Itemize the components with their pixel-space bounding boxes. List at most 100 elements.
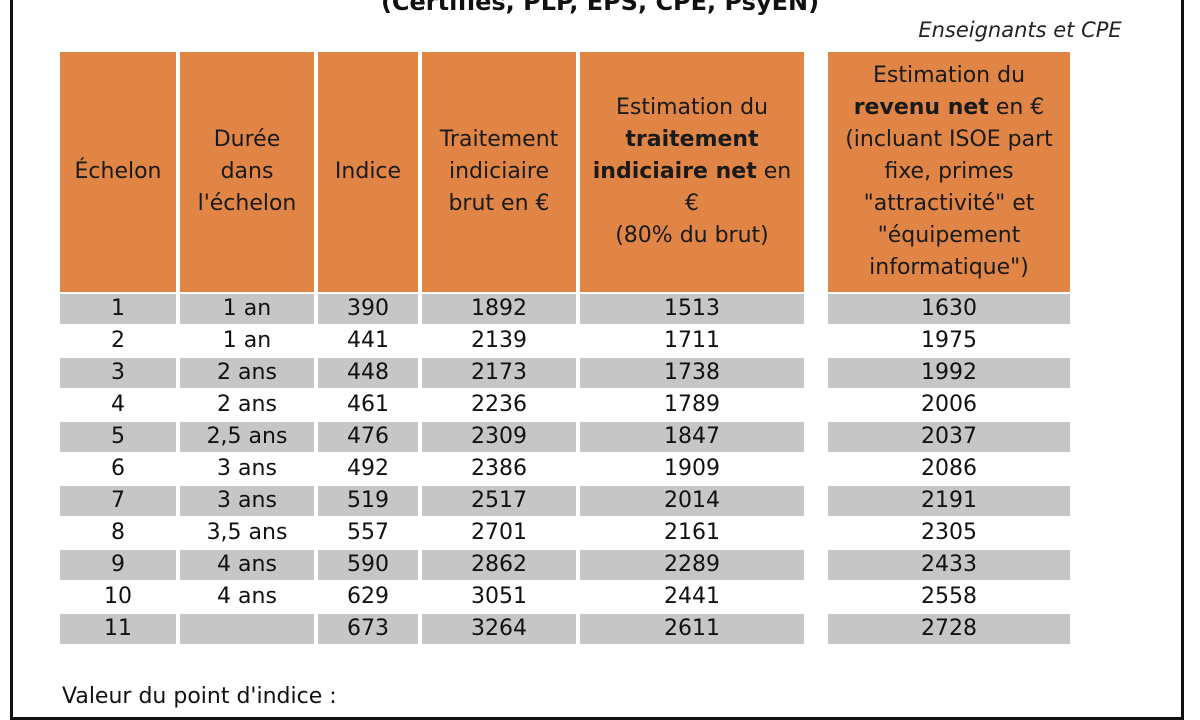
header-net: Estimation du traitement indiciaire net …	[580, 52, 804, 292]
table-row: 2 1 an 441 2139 1711 1975	[60, 326, 1070, 356]
cell-brut: 2701	[471, 520, 527, 545]
column-group-caption: Enseignants et CPE	[918, 18, 1122, 42]
header-indice-label: Indice	[334, 159, 402, 184]
cell-revenu: 2191	[828, 486, 1070, 516]
column-gap	[808, 326, 824, 356]
cell-indice: 629	[347, 584, 389, 609]
cell-duree: 1 an	[222, 328, 272, 353]
cell-net: 1847	[580, 422, 804, 452]
cell-brut: 1892	[422, 294, 576, 324]
header-duree-line: l'échelon	[197, 191, 297, 216]
cell-echelon: 11	[60, 614, 176, 644]
column-gap	[808, 518, 824, 548]
header-brut: Traitement indiciaire brut en €	[422, 52, 576, 292]
table-row: 5 2,5 ans 476 2309 1847 2037	[60, 422, 1070, 452]
cell-duree	[180, 614, 314, 644]
cell-duree: 1 an	[180, 294, 314, 324]
cell-echelon: 5	[60, 422, 176, 452]
cell-revenu: 1992	[828, 358, 1070, 388]
column-gap	[808, 294, 824, 324]
cell-net: 1513	[580, 294, 804, 324]
header-revenu-line: fixe, primes	[884, 159, 1014, 184]
cell-brut: 2173	[422, 358, 576, 388]
header-echelon-label: Échelon	[74, 159, 162, 184]
cell-brut: 2139	[471, 328, 527, 353]
header-brut-line: indiciaire	[448, 159, 550, 184]
cell-revenu: 2305	[921, 520, 977, 545]
cell-net: 2014	[580, 486, 804, 516]
header-brut-line: brut en €	[448, 191, 550, 216]
header-revenu-bold: revenu net	[853, 95, 989, 120]
cell-brut: 3051	[471, 584, 527, 609]
cell-revenu: 2558	[921, 584, 977, 609]
table-row: 8 3,5 ans 557 2701 2161 2305	[60, 518, 1070, 548]
cell-net: 1789	[664, 392, 720, 417]
header-duree-line: dans	[220, 159, 274, 184]
cell-indice: 673	[318, 614, 418, 644]
cell-echelon: 2	[111, 328, 125, 353]
header-revenu-line: Estimation du	[872, 63, 1026, 88]
column-gap	[808, 454, 824, 484]
cell-brut: 2236	[471, 392, 527, 417]
cell-duree: 3,5 ans	[206, 520, 288, 545]
cell-brut: 2386	[471, 456, 527, 481]
cell-revenu: 2433	[828, 550, 1070, 580]
table-row: 6 3 ans 492 2386 1909 2086	[60, 454, 1070, 484]
cell-echelon: 10	[104, 584, 132, 609]
header-net-suffix: en €	[685, 159, 792, 216]
cell-indice: 557	[347, 520, 389, 545]
column-gap	[808, 52, 824, 292]
cell-brut: 2862	[422, 550, 576, 580]
column-gap	[808, 614, 824, 644]
header-brut-line: Traitement	[439, 127, 559, 152]
cell-indice: 590	[318, 550, 418, 580]
cell-duree: 2 ans	[217, 392, 277, 417]
header-revenu-line: "attractivité" et	[863, 191, 1035, 216]
cell-echelon: 4	[111, 392, 125, 417]
cell-duree: 2,5 ans	[180, 422, 314, 452]
cell-indice: 492	[347, 456, 389, 481]
header-net-bold: indiciaire net	[592, 159, 757, 184]
header-revenu-line: informatique")	[869, 255, 1029, 280]
column-gap	[808, 486, 824, 516]
cell-net: 1909	[664, 456, 720, 481]
cell-revenu: 1630	[828, 294, 1070, 324]
column-gap	[808, 422, 824, 452]
cell-indice: 476	[318, 422, 418, 452]
cell-revenu: 2728	[828, 614, 1070, 644]
header-indice: Indice	[318, 52, 418, 292]
footnote: Valeur du point d'indice :	[62, 684, 337, 709]
header-echelon: Échelon	[60, 52, 176, 292]
header-revenu-line: "équipement	[877, 223, 1021, 248]
column-gap	[808, 550, 824, 580]
header-revenu: Estimation du revenu net en € (incluant …	[828, 52, 1070, 292]
cell-duree: 3 ans	[180, 486, 314, 516]
table-row: 4 2 ans 461 2236 1789 2006	[60, 390, 1070, 420]
header-duree: Durée dans l'échelon	[180, 52, 314, 292]
cell-revenu: 1975	[921, 328, 977, 353]
cell-echelon: 7	[60, 486, 176, 516]
cell-net: 2611	[580, 614, 804, 644]
table-row: 10 4 ans 629 3051 2441 2558	[60, 582, 1070, 612]
cell-duree: 2 ans	[180, 358, 314, 388]
cell-revenu: 2037	[828, 422, 1070, 452]
cell-revenu: 2086	[921, 456, 977, 481]
cell-echelon: 9	[60, 550, 176, 580]
cell-revenu: 2006	[921, 392, 977, 417]
salary-table: Échelon Durée dans l'échelon Indice Trai…	[56, 50, 1074, 646]
cell-indice: 448	[318, 358, 418, 388]
cell-brut: 3264	[422, 614, 576, 644]
page-title: (Certifiés, PLP, EPS, CPE, PsyEN)	[380, 0, 820, 16]
cell-indice: 441	[347, 328, 389, 353]
cell-echelon: 6	[111, 456, 125, 481]
cell-net: 1711	[664, 328, 720, 353]
cell-brut: 2309	[422, 422, 576, 452]
cell-echelon: 8	[111, 520, 125, 545]
header-revenu-suffix: en €	[988, 95, 1045, 120]
header-revenu-line: (incluant ISOE part	[845, 127, 1053, 152]
